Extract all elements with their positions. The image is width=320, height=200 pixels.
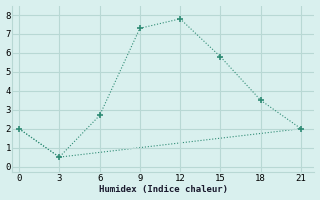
X-axis label: Humidex (Indice chaleur): Humidex (Indice chaleur) [99,185,228,194]
